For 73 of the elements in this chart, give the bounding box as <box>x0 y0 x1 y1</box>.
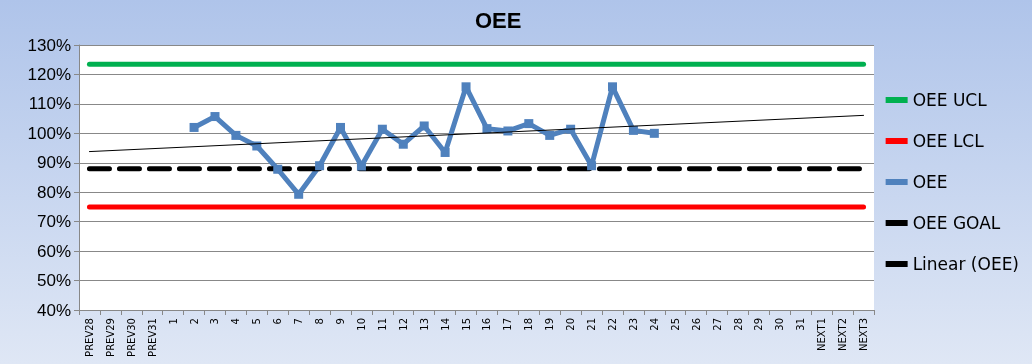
y-tick-label: 80% <box>36 182 71 202</box>
x-tick-label: 31 <box>795 318 807 331</box>
x-tick-label: 13 <box>418 318 430 331</box>
legend-label: OEE <box>912 172 948 192</box>
x-tick-label: 12 <box>397 318 409 331</box>
chart-title: OEE <box>475 7 522 33</box>
x-tick-label: 9 <box>335 318 347 325</box>
legend-label: OEE GOAL <box>912 213 1001 233</box>
y-tick-label: 100% <box>27 123 71 143</box>
x-tick-label: 27 <box>711 318 723 331</box>
x-tick-label: 16 <box>481 318 493 331</box>
legend-label: Linear (OEE) <box>912 254 1020 274</box>
x-tick-label: 28 <box>732 318 744 331</box>
y-tick-label: 130% <box>27 35 71 55</box>
x-tick-label: NEXT2 <box>837 318 849 351</box>
point <box>440 147 450 157</box>
y-tick-label: 50% <box>36 271 71 291</box>
x-tick-label: 6 <box>272 318 284 325</box>
point <box>461 82 471 92</box>
x-tick-label: 20 <box>565 318 577 331</box>
point <box>336 122 346 132</box>
x-tick-label: PREV30 <box>125 318 137 357</box>
y-tick-label: 40% <box>36 300 71 320</box>
point <box>398 139 408 149</box>
x-tick-label: 18 <box>523 318 535 331</box>
x-tick-label: PREV29 <box>104 318 116 357</box>
point <box>315 161 325 171</box>
y-tick-label: 110% <box>28 94 71 114</box>
x-tick-label: 14 <box>439 318 451 331</box>
x-tick-label: 24 <box>648 318 660 331</box>
x-tick-label: 5 <box>251 318 263 325</box>
y-tick-label: 90% <box>36 153 71 173</box>
point <box>482 124 492 134</box>
x-tick-label: 2 <box>188 318 200 325</box>
x-tick-label: 26 <box>690 318 702 331</box>
legend-label: OEE UCL <box>912 90 988 110</box>
x-tick-label: 19 <box>544 318 556 331</box>
point <box>377 124 387 134</box>
x-tick-label: 29 <box>753 318 765 331</box>
point <box>545 130 555 140</box>
x-tick-label: PREV28 <box>83 318 95 357</box>
point <box>273 164 283 174</box>
point <box>607 82 617 92</box>
point <box>649 128 659 138</box>
legend-label: OEE LCL <box>912 131 985 151</box>
x-tick-label: 23 <box>627 318 639 331</box>
point <box>419 121 429 131</box>
x-tick-label: 11 <box>376 318 388 331</box>
x-tick-label: 30 <box>774 318 786 331</box>
x-tick-label: 7 <box>293 318 305 325</box>
x-tick-label: 22 <box>606 318 618 331</box>
x-tick-label: 1 <box>167 318 179 325</box>
x-tick-label: NEXT3 <box>858 318 870 351</box>
x-tick-label: 10 <box>355 318 367 331</box>
point <box>231 130 241 140</box>
point <box>189 122 199 132</box>
x-tick-label: PREV31 <box>146 318 158 357</box>
x-tick-label: 17 <box>502 318 514 331</box>
x-tick-label: 3 <box>209 318 221 325</box>
x-tick-label: 15 <box>460 318 472 331</box>
point <box>587 161 597 171</box>
x-tick-label: 8 <box>314 318 326 325</box>
point <box>356 161 366 171</box>
point <box>294 189 304 199</box>
y-tick-label: 60% <box>36 241 71 261</box>
x-tick-label: NEXT1 <box>816 318 828 351</box>
x-tick-label: 4 <box>230 318 242 325</box>
x-tick-label: 25 <box>669 318 681 331</box>
point <box>210 112 220 122</box>
y-tick-label: 120% <box>27 64 71 84</box>
point <box>524 119 534 129</box>
y-tick-label: 70% <box>36 212 71 232</box>
x-tick-label: 21 <box>586 318 598 331</box>
